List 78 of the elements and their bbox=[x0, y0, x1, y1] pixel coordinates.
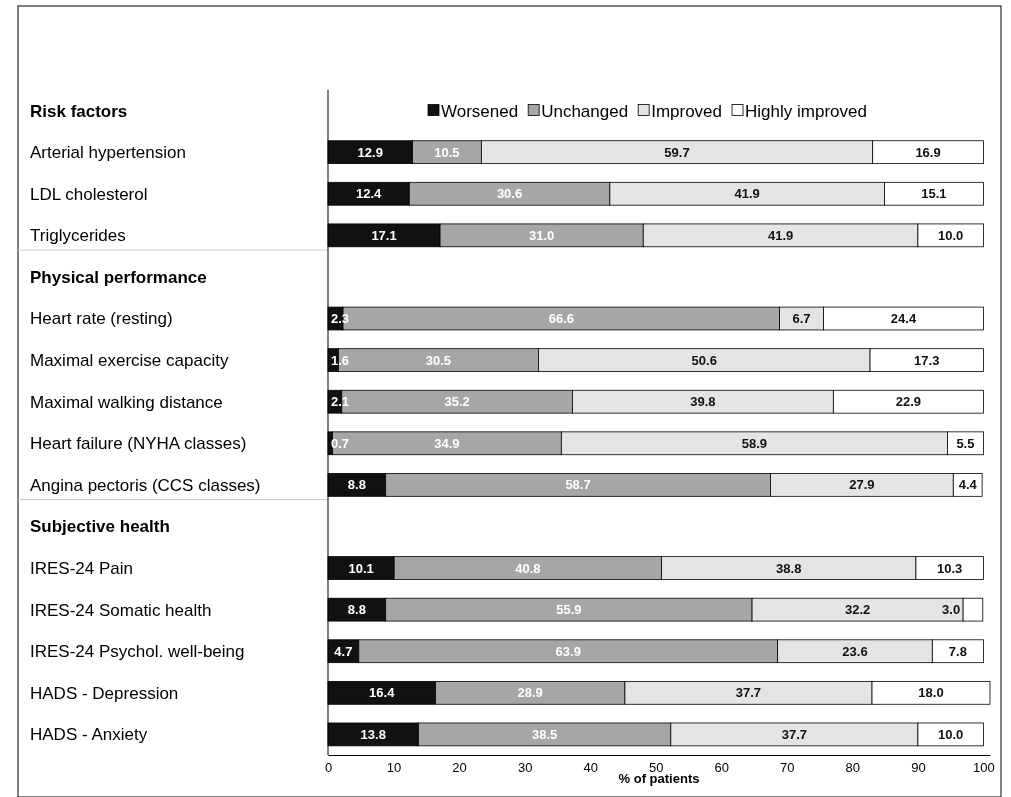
y-tick-label: Maximal exercise capacity bbox=[30, 351, 229, 371]
data-label: 10.0 bbox=[938, 726, 964, 742]
data-label: 6.7 bbox=[792, 311, 811, 327]
data-label: 4.7 bbox=[334, 643, 353, 659]
data-label: 10.0 bbox=[938, 227, 964, 243]
y-tick-label: Triglycerides bbox=[30, 226, 126, 246]
x-tick-label: 60 bbox=[714, 760, 729, 776]
y-tick-label: Heart rate (resting) bbox=[30, 309, 173, 329]
y-tick-label: Arterial hypertension bbox=[30, 143, 186, 163]
data-label: 8.8 bbox=[347, 602, 366, 618]
y-tick-label: IRES-24 Somatic health bbox=[30, 600, 212, 620]
data-label: 55.9 bbox=[556, 602, 582, 618]
data-label: 16.4 bbox=[369, 685, 396, 701]
data-label: 8.8 bbox=[347, 477, 366, 493]
x-tick-label: 30 bbox=[517, 760, 533, 776]
x-tick-label: 0 bbox=[324, 760, 333, 776]
y-tick-label: Risk factors bbox=[30, 101, 128, 121]
data-label: 66.6 bbox=[548, 311, 574, 327]
data-label: 63.9 bbox=[555, 643, 581, 659]
data-label: 41.9 bbox=[767, 227, 794, 243]
data-label: 38.8 bbox=[776, 560, 802, 576]
x-tick-label: 20 bbox=[452, 760, 467, 776]
data-label: 37.7 bbox=[735, 685, 762, 701]
data-label: 38.5 bbox=[531, 726, 558, 742]
x-tick-label: 80 bbox=[845, 760, 861, 776]
data-label: 40.8 bbox=[515, 560, 541, 576]
data-label: 12.9 bbox=[357, 144, 383, 160]
x-tick-label: 90 bbox=[911, 760, 926, 776]
y-tick-label: LDL cholesterol bbox=[30, 184, 148, 204]
data-label: 34.9 bbox=[434, 435, 460, 451]
data-label: 10.5 bbox=[434, 144, 460, 160]
data-label: 12.4 bbox=[355, 186, 383, 202]
y-tick-label: Maximal walking distance bbox=[30, 392, 223, 412]
data-label: 37.7 bbox=[781, 726, 808, 742]
data-label: 17.1 bbox=[371, 227, 397, 243]
data-label: 50.6 bbox=[691, 352, 717, 368]
data-label: 5.5 bbox=[956, 435, 975, 451]
data-label: 41.9 bbox=[734, 186, 760, 202]
data-label: 16.9 bbox=[915, 144, 941, 160]
data-label: 30.5 bbox=[425, 352, 452, 368]
y-tick-label: IRES-24 Pain bbox=[30, 559, 133, 579]
data-label: 7.8 bbox=[948, 643, 967, 659]
data-label: 3.0 bbox=[942, 602, 961, 618]
data-label: 10.1 bbox=[348, 560, 374, 576]
x-tick-label: 10 bbox=[386, 760, 402, 776]
x-tick-label: 40 bbox=[583, 760, 598, 776]
y-tick-label: Angina pectoris (CCS classes) bbox=[30, 475, 261, 495]
data-label: 30.6 bbox=[496, 186, 523, 202]
data-label: 59.7 bbox=[664, 144, 690, 160]
y-tick-label: Subjective health bbox=[30, 517, 170, 537]
x-tick-label: 100 bbox=[973, 760, 995, 776]
data-label: 39.8 bbox=[690, 394, 716, 410]
legend-label: Unchanged bbox=[541, 101, 629, 121]
legend-label: Highly improved bbox=[745, 101, 867, 121]
data-label: 23.6 bbox=[842, 643, 868, 659]
data-label: 15.1 bbox=[921, 186, 947, 202]
data-label: 31.0 bbox=[529, 227, 555, 243]
data-label: 10.3 bbox=[937, 560, 963, 576]
y-tick-label: Physical performance bbox=[30, 267, 207, 287]
data-label: 27.9 bbox=[849, 477, 875, 493]
data-label: 13.8 bbox=[360, 726, 386, 742]
y-tick-label: HADS - Anxiety bbox=[30, 725, 148, 745]
y-tick-label: IRES-24 Psychol. well-being bbox=[30, 642, 245, 662]
legend-label: Worsened bbox=[441, 101, 519, 121]
data-label: 28.9 bbox=[517, 685, 543, 701]
x-tick-label: 70 bbox=[780, 760, 795, 776]
data-label: 22.9 bbox=[895, 394, 922, 410]
data-label: 32.2 bbox=[844, 602, 871, 618]
legend-label: Improved bbox=[651, 101, 723, 121]
data-label: 24.4 bbox=[890, 311, 917, 327]
data-label: 17.3 bbox=[914, 352, 940, 368]
data-label: 58.7 bbox=[565, 477, 591, 493]
y-tick-label: HADS - Depression bbox=[30, 683, 179, 703]
data-label: 58.9 bbox=[741, 435, 768, 451]
data-label: 4.4 bbox=[958, 477, 978, 493]
data-label: 35.2 bbox=[444, 394, 470, 410]
data-label: 18.0 bbox=[918, 685, 944, 701]
y-tick-label: Heart failure (NYHA classes) bbox=[30, 434, 247, 454]
